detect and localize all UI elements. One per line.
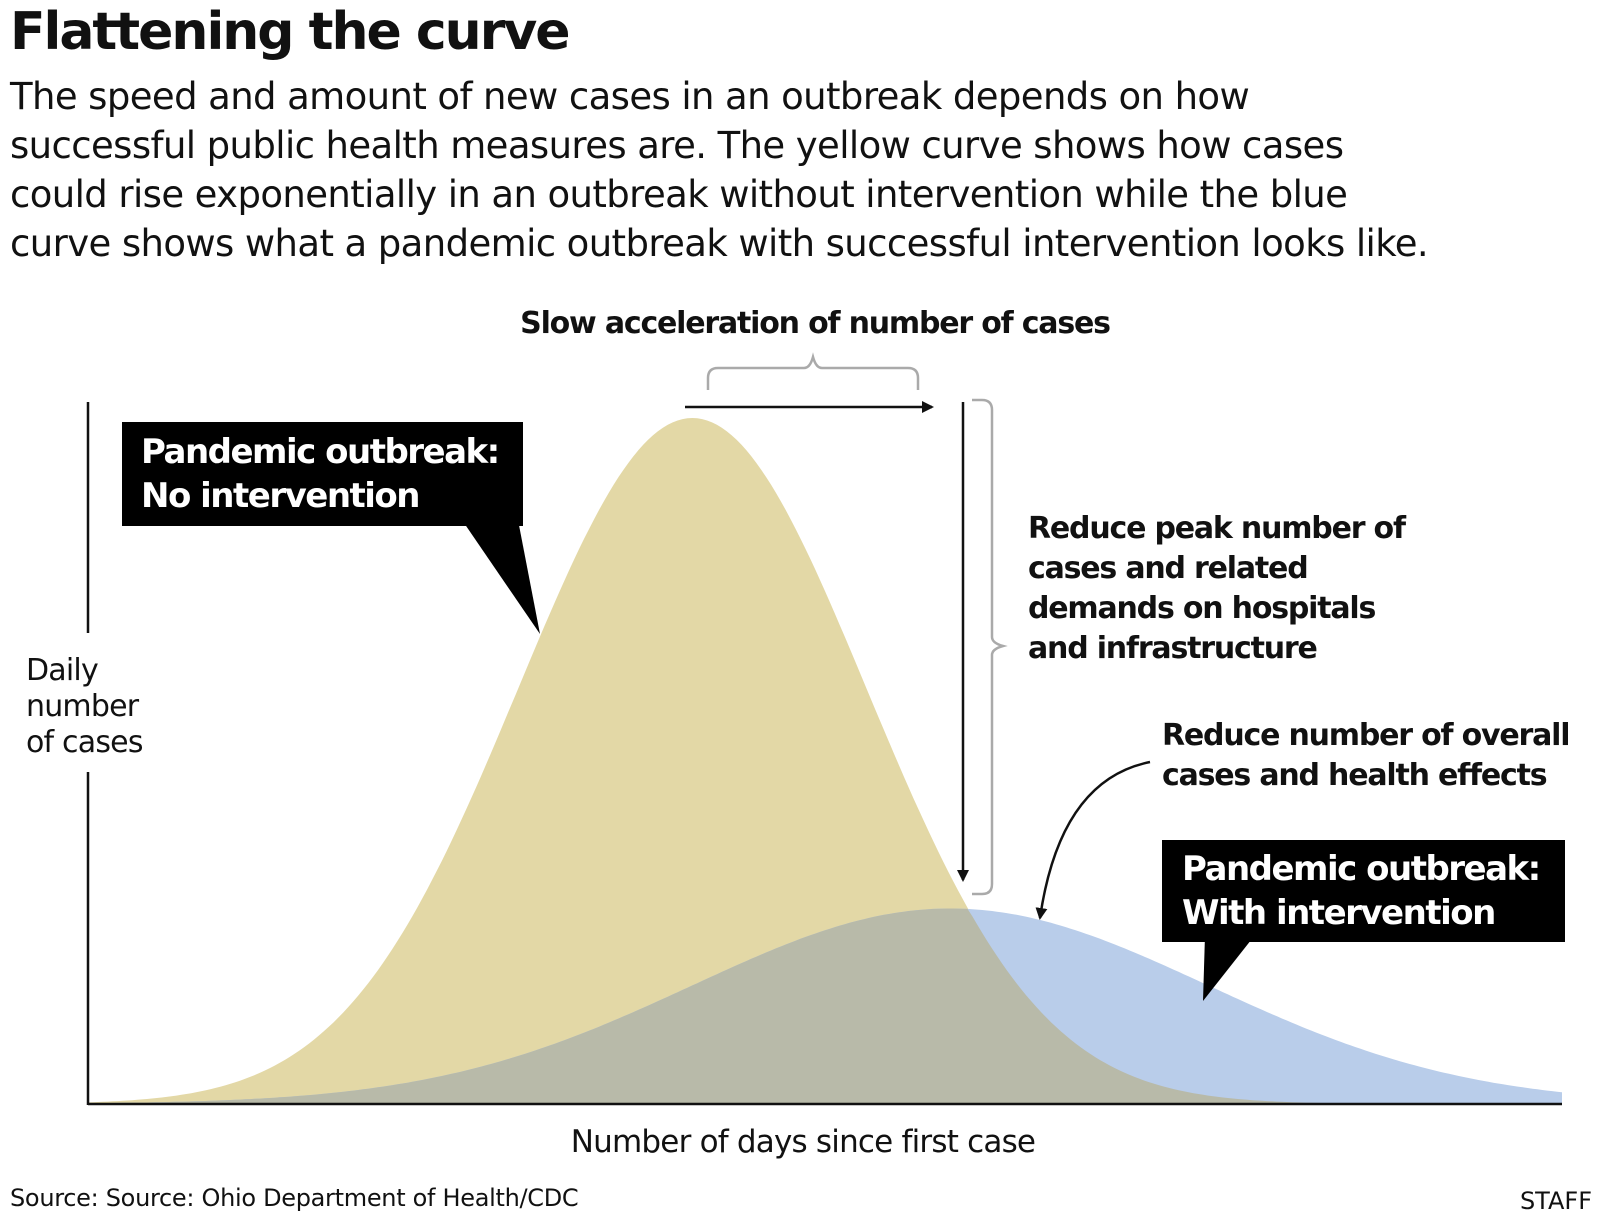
area-no-intervention <box>88 418 1562 1104</box>
bracket-horizontal <box>706 352 920 390</box>
source-note: Source: Source: Ohio Department of Healt… <box>10 1184 579 1212</box>
credit-note: STAFF <box>1519 1187 1592 1215</box>
label-pointer <box>462 520 540 634</box>
annotation-reduce-overall: Reduce number of overall cases and healt… <box>1162 718 1579 793</box>
label-no-intervention: Pandemic outbreak: No intervention <box>122 422 540 634</box>
y-axis-label-line: Daily <box>26 653 98 688</box>
y-axis-label-line: number <box>26 689 140 724</box>
label-box <box>122 422 523 526</box>
annotation-line: demands on hospitals <box>1028 591 1376 626</box>
svg-text:Pandemic outbreak: With: Pandemic outbreak: With intervention <box>1182 849 1550 933</box>
label-line: No intervention <box>141 476 419 516</box>
annotation-reduce-peak: Reduce peak number of cases and related … <box>1028 511 1414 666</box>
bracket-vertical <box>972 398 1008 896</box>
x-axis-label: Number of days since first case <box>571 1124 1035 1160</box>
label-box <box>1162 840 1565 942</box>
annotation-line: cases and related <box>1028 551 1307 586</box>
svg-text:Pandemic outbreak: No in: Pandemic outbreak: No intervention <box>141 432 509 516</box>
annotation-line: Reduce peak number of <box>1028 511 1407 546</box>
subtitle-line: successful public health measures are. T… <box>10 124 1344 167</box>
annotation-line: and infrastructure <box>1028 631 1317 666</box>
label-line: With intervention <box>1182 893 1495 933</box>
subtitle-line: could rise exponentially in an outbreak … <box>10 173 1348 216</box>
label-line: Pandemic outbreak: <box>1182 849 1540 889</box>
y-axis-label: Daily number of cases <box>26 653 147 760</box>
subtitle-line: curve shows what a pandemic outbreak wit… <box>10 222 1429 265</box>
annotation-line: Reduce number of overall <box>1162 718 1569 753</box>
label-with-intervention: Pandemic outbreak: With intervention <box>1162 840 1565 1001</box>
arrow-curved <box>1035 760 1151 920</box>
chart-subtitle: The speed and amount of new cases in an … <box>10 72 1590 268</box>
label-pointer <box>1203 935 1255 1001</box>
y-axis-label-line: of cases <box>26 725 143 760</box>
chart-title: Flattening the curve <box>10 2 571 62</box>
area-overlap <box>88 908 1562 1104</box>
subtitle-line: The speed and amount of new cases in an … <box>10 75 1250 118</box>
label-line: Pandemic outbreak: <box>141 432 499 472</box>
annotation-line: cases and health effects <box>1162 758 1547 793</box>
annotation-slow-acceleration: Slow acceleration of number of cases <box>520 306 1110 341</box>
